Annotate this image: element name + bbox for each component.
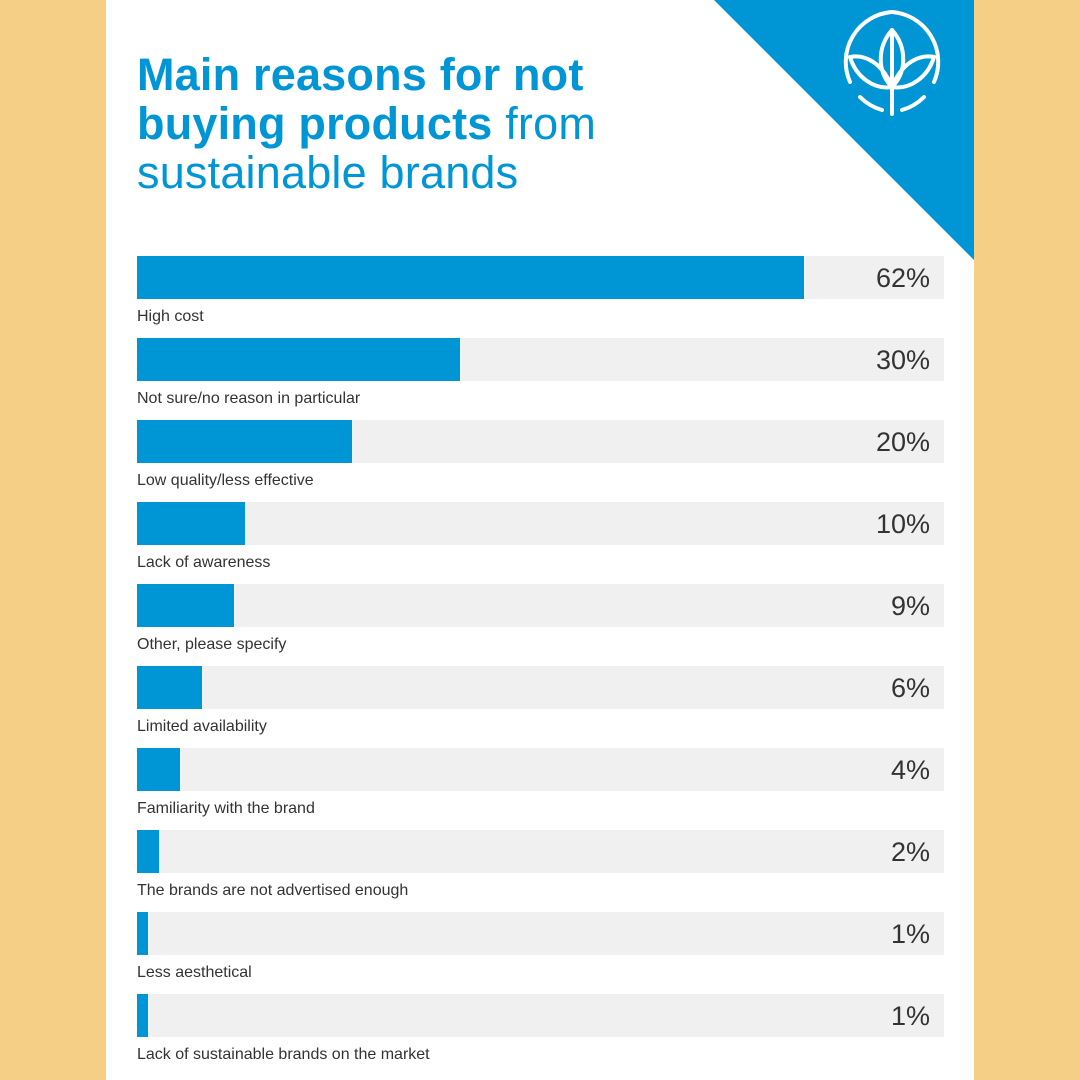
bar-track: 10% (137, 502, 944, 545)
bar-track: 20% (137, 420, 944, 463)
bar (137, 584, 234, 627)
bar-row: 62% High cost (137, 256, 944, 338)
bar-track: 62% (137, 256, 944, 299)
bar-category-label: Not sure/no reason in particular (137, 390, 361, 407)
leaf-sprout-icon (843, 10, 941, 116)
bar-category-label: Less aesthetical (137, 964, 252, 981)
bar-row: 30% Not sure/no reason in particular (137, 338, 944, 420)
bar-row: 20% Low quality/less effective (137, 420, 944, 502)
corner-banner (714, 0, 974, 260)
bar-track: 4% (137, 748, 944, 791)
bar-row: 2% The brands are not advertised enough (137, 830, 944, 912)
bar-category-label: Low quality/less effective (137, 472, 314, 489)
bar-category-label: Lack of sustainable brands on the market (137, 1046, 430, 1063)
bar (137, 912, 148, 955)
chart-title: Main reasons for not buying products fro… (137, 50, 697, 197)
bar-value-label: 1% (890, 1001, 930, 1031)
bar-row: 1% Lack of sustainable brands on the mark… (137, 994, 944, 1076)
bar-track: 6% (137, 666, 944, 709)
bar-row: 10% Lack of awareness (137, 502, 944, 584)
bar-row: 6% Limited availability (137, 666, 944, 748)
bar (137, 338, 460, 381)
bar-value-label: 9% (890, 591, 930, 621)
bar-track: 1% (137, 912, 944, 955)
bar-category-label: Lack of awareness (137, 554, 271, 571)
bar (137, 748, 180, 791)
chart-title-bold: Main reasons for not buying products (137, 49, 584, 149)
bar-category-label: The brands are not advertised enough (137, 882, 409, 899)
bar (137, 256, 804, 299)
bar (137, 830, 159, 873)
bar (137, 502, 245, 545)
bar-value-label: 62% (875, 263, 930, 293)
bar-value-label: 10% (875, 509, 930, 539)
chart-title-rest: from sustainable brands (137, 98, 597, 198)
infographic-card: Main reasons for not buying products fro… (106, 0, 974, 1080)
bar-value-label: 1% (890, 919, 930, 949)
bar-category-label: Familiarity with the brand (137, 800, 315, 817)
bar-track: 30% (137, 338, 944, 381)
bar-track: 2% (137, 830, 944, 873)
bar-row: 1% Less aesthetical (137, 912, 944, 994)
bar-value-label: 4% (890, 755, 930, 785)
bar-row: 4% Familiarity with the brand (137, 748, 944, 830)
bar (137, 420, 352, 463)
bar-row: 9% Other, please specify (137, 584, 944, 666)
bar-value-label: 6% (890, 673, 930, 703)
bar-category-label: Other, please specify (137, 636, 287, 653)
bar-category-label: High cost (137, 308, 204, 325)
bar-category-label: Limited availability (137, 718, 267, 735)
bar (137, 994, 148, 1037)
bar-value-label: 30% (875, 345, 930, 375)
bar-value-label: 2% (890, 837, 930, 867)
bar-value-label: 20% (875, 427, 930, 457)
bar (137, 666, 202, 709)
bar-track: 9% (137, 584, 944, 627)
bar-track: 1% (137, 994, 944, 1037)
